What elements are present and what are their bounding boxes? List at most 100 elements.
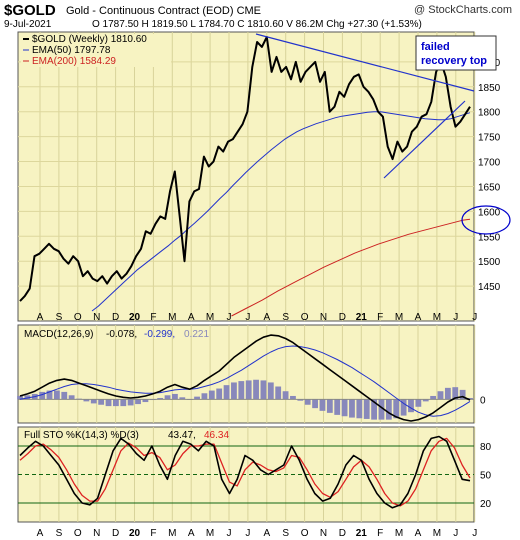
sto-value-k: 43.47, [168,430,196,441]
macd-histogram-bar [422,399,429,402]
macd-histogram-bar [105,399,112,407]
macd-histogram-bar [334,399,341,415]
macd-histogram-bar [157,397,164,400]
macd-histogram-bar [245,380,252,400]
x-tick-label: A [188,528,195,539]
instrument-description: Gold - Continuous Contract (EOD) CME [66,5,262,17]
macd-histogram-bar [275,386,282,400]
x-tick-label: M [395,528,403,539]
macd-histogram-bar [127,399,134,406]
x-tick-label: M [206,312,214,323]
x-tick-label: 21 [356,312,368,323]
macd-histogram-bar [135,399,141,405]
ticker-symbol: $GOLD [4,2,56,19]
x-tick-label: A [37,312,44,323]
x-tick-label: M [395,312,403,323]
x-tick-label: N [320,528,327,539]
x-tick-label: M [206,528,214,539]
macd-histogram-bar [363,399,370,419]
price-tick-label: 1550 [478,232,501,243]
macd-histogram-bar [371,399,378,420]
price-tick-label: 1700 [478,158,501,169]
macd-histogram-bar [260,380,267,400]
x-tick-label: D [339,528,346,539]
macd-histogram-bar [312,399,318,409]
macd-value-1: -0.078, [106,329,137,340]
price-tick-label: 1650 [478,182,501,193]
price-panel: A S O N D 20 F M A M J J A S O N D 21 F M A M J J14501500155016… [17,31,511,323]
x-tick-label: N [93,528,100,539]
macd-panel: 0 MACD(12,26,9) -0.078, -0.299, 0.221 [17,324,486,424]
ema200-line [231,218,471,317]
macd-histogram-bar [319,399,326,411]
sto-k-line [19,435,471,509]
sto-value-d: 46.34 [204,430,229,441]
x-tick-label: J [453,312,458,323]
macd-histogram-bar [290,395,296,400]
macd-histogram-bar [194,396,200,400]
x-tick-label: D [112,528,119,539]
x-tick-label: J [227,312,232,323]
sto-tick-label: 20 [480,499,492,510]
macd-histogram-bar [90,399,97,404]
macd-histogram-bar [341,399,348,417]
x-tick-label: S [282,528,289,539]
resistance-trendline [255,33,475,92]
macd-histogram-bar [39,391,46,400]
macd-histogram-bar [297,399,304,401]
ema50-line [91,111,471,312]
macd-histogram-bar [238,381,245,400]
x-tick-label: J [227,528,232,539]
x-tick-label: O [301,312,309,323]
macd-histogram-bar [444,387,451,400]
legend-ema200: EMA(200) 1584.29 [32,56,116,67]
x-tick-label: O [74,312,82,323]
x-tick-label: 20 [129,528,141,539]
annotation-box [415,35,497,71]
ema200-highlight-circle [461,205,511,235]
x-tick-label: N [320,312,327,323]
x-tick-label: J [453,528,458,539]
macd-histogram-bar [24,395,31,400]
x-tick-label: F [377,312,383,323]
x-tick-label: N [93,312,100,323]
macd-histogram-bar [304,399,311,405]
x-tick-label: S [56,312,63,323]
x-tick-label: M [433,312,441,323]
x-tick-label: F [377,528,383,539]
macd-histogram-bar [53,390,60,400]
x-tick-label: 20 [129,312,141,323]
macd-histogram-bar [179,397,186,400]
sto-tick-label: 80 [480,442,492,453]
x-tick-label: J [472,528,477,539]
macd-histogram-bar [164,395,171,400]
macd-histogram-bar [112,399,119,407]
price-tick-label: 1750 [478,133,501,144]
macd-histogram-bar [17,395,23,400]
legend-ema50: EMA(50) 1797.78 [32,45,111,56]
x-tick-label: S [56,528,63,539]
annotation-text: failed [421,41,450,53]
x-tick-label: F [150,312,156,323]
macd-histogram-bar [400,399,407,416]
macd-histogram-bar [142,399,149,403]
quote-date: 9-Jul-2021 [4,19,52,30]
x-tick-label: A [263,312,270,323]
price-tick-label: 1500 [478,257,501,268]
price-tick-label: 1800 [478,108,501,119]
macd-histogram-bar [46,390,53,400]
x-tick-label: O [301,528,309,539]
x-tick-label: A [263,528,270,539]
macd-histogram-bar [83,399,90,402]
x-tick-label: J [472,312,477,323]
macd-histogram-bar [267,382,274,400]
macd-histogram-bar [253,379,259,400]
macd-histogram-bar [201,393,208,400]
x-tick-label: M [168,312,176,323]
x-tick-label: A [188,312,195,323]
macd-histogram-bar [385,399,392,420]
macd-histogram-bar [172,393,178,400]
macd-histogram-bar [282,391,289,400]
